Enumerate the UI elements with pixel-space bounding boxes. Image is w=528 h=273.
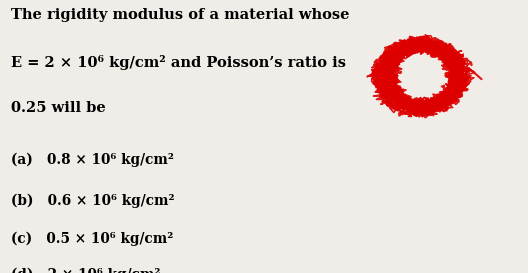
Text: 0.25 will be: 0.25 will be (11, 101, 105, 115)
Text: (a)   0.8 × 10⁶ kg/cm²: (a) 0.8 × 10⁶ kg/cm² (11, 153, 173, 167)
Text: (d)   2 × 10⁶ kg/cm²: (d) 2 × 10⁶ kg/cm² (11, 268, 160, 273)
Text: (b)   0.6 × 10⁶ kg/cm²: (b) 0.6 × 10⁶ kg/cm² (11, 194, 174, 208)
Text: E = 2 × 10⁶ kg/cm² and Poisson’s ratio is: E = 2 × 10⁶ kg/cm² and Poisson’s ratio i… (11, 55, 345, 70)
Text: The rigidity modulus of a material whose: The rigidity modulus of a material whose (11, 8, 349, 22)
Text: (c)   0.5 × 10⁶ kg/cm²: (c) 0.5 × 10⁶ kg/cm² (11, 232, 173, 247)
